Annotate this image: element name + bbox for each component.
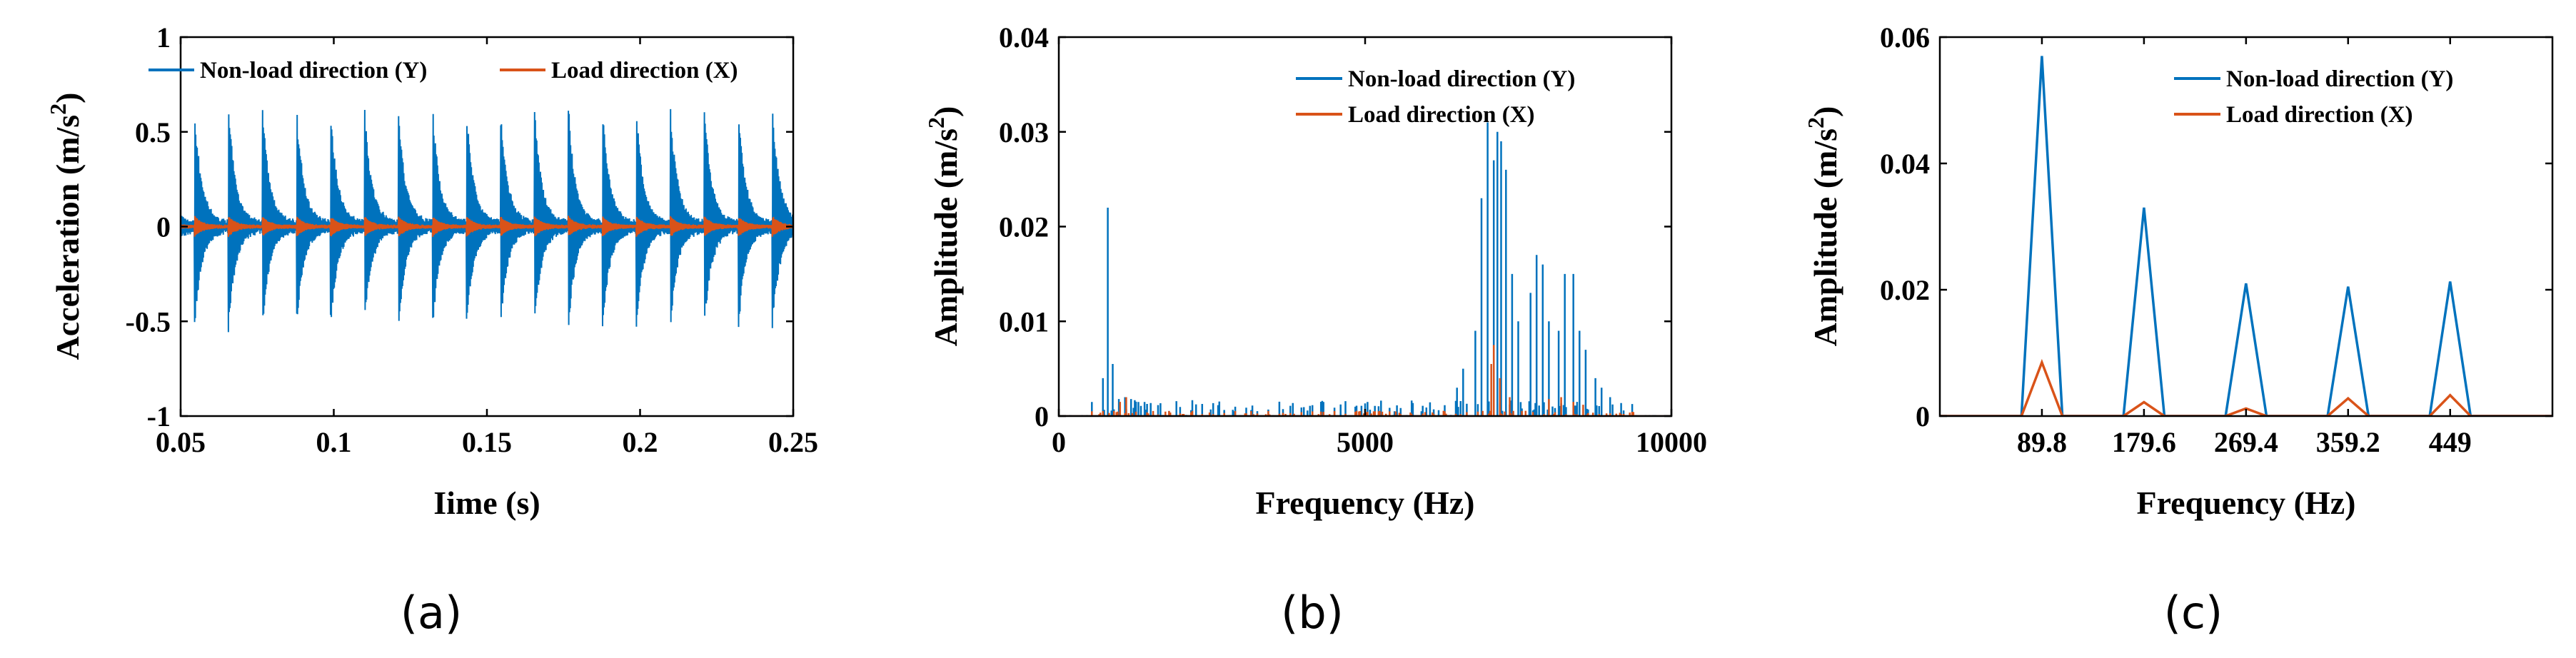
x-tick-label: 179.6 xyxy=(2112,426,2176,458)
y-tick-label: -1 xyxy=(147,400,171,432)
y-tick-label: 0.02 xyxy=(999,211,1049,243)
series-non-load-direction-y xyxy=(1059,122,1671,416)
legend-label-y-c: Non-load direction (Y) xyxy=(2226,66,2453,92)
y-axis-label-a: Acceleration (m/s2) xyxy=(45,93,86,360)
legend-label-y-b: Non-load direction (Y) xyxy=(1348,66,1575,92)
axes-box-c xyxy=(1938,36,2554,417)
chart-panel-b: 0 5000 10000 0 0.01 0.02 0.03 0.04 Frequency (H… xyxy=(923,21,1707,639)
x-tick-label: 0.25 xyxy=(768,426,818,458)
x-tick-label: 269.4 xyxy=(2214,426,2278,458)
x-tick-label: 0 xyxy=(1052,426,1066,458)
y-axis-label-c: Amplitude (m/s2) xyxy=(1803,106,1843,347)
y-tick-label: 0.04 xyxy=(999,21,1049,54)
series-non-load-direction-y xyxy=(1940,56,2552,416)
chart-panel-c: 89.8 179.6 269.4 359.2 449 0 0.02 0.04 0.06 Freq… xyxy=(1803,21,2554,639)
caption-b: (b) xyxy=(1281,587,1344,639)
legend-label-x-b: Load direction (X) xyxy=(1348,102,1535,128)
y-axis-label-b: Amplitude (m/s2) xyxy=(923,106,964,347)
x-axis-label-c: Frequency (Hz) xyxy=(2136,485,2355,521)
x-tick-label: 359.2 xyxy=(2316,426,2380,458)
y-tick-label: 1 xyxy=(156,21,171,54)
legend-c: Non-load direction (Y) Load direction (X… xyxy=(2174,66,2453,128)
series-load-direction-x xyxy=(181,216,793,237)
y-tick-label: -0.5 xyxy=(126,305,171,338)
series-non-load-direction-y xyxy=(181,108,793,333)
plot-area-b xyxy=(1059,122,1671,416)
axes-box-a xyxy=(179,36,795,417)
legend-label-x-c: Load direction (X) xyxy=(2226,102,2413,128)
caption-c: (c) xyxy=(2164,587,2223,639)
y-tick-label: 0.06 xyxy=(1880,21,1930,54)
x-tick-label: 0.2 xyxy=(623,426,658,458)
series-load-direction-x xyxy=(1940,358,2552,416)
legend-label-x-a: Load direction (X) xyxy=(551,58,738,83)
plot-area-a xyxy=(181,108,793,333)
legend-a: Non-load direction (Y) Load direction (X… xyxy=(149,58,738,83)
y-tick-label: 0.02 xyxy=(1880,274,1930,306)
y-tick-label: 0.5 xyxy=(135,116,171,148)
x-tick-label: 0.1 xyxy=(316,426,352,458)
x-tick-label: 0.15 xyxy=(462,426,512,458)
legend-b: Non-load direction (Y) Load direction (X… xyxy=(1296,66,1575,128)
axes-box-b xyxy=(1057,36,1673,417)
y-tick-label: 0 xyxy=(1035,400,1049,432)
caption-a: (a) xyxy=(401,587,462,639)
x-axis-label-a: Iime (s) xyxy=(433,485,540,521)
y-tick-label: 0 xyxy=(156,211,171,243)
x-tick-label: 0.05 xyxy=(156,426,206,458)
x-tick-label: 5000 xyxy=(1337,426,1394,458)
y-tick-label: 0.03 xyxy=(999,116,1049,148)
y-tick-label: 0 xyxy=(1916,400,1930,432)
x-tick-label: 449 xyxy=(2429,426,2472,458)
y-tick-label: 0.04 xyxy=(1880,148,1930,180)
x-axis-label-b: Frequency (Hz) xyxy=(1255,485,1474,521)
x-tick-label: 89.8 xyxy=(2017,426,2067,458)
x-tick-label: 10000 xyxy=(1636,426,1707,458)
y-tick-label: 0.01 xyxy=(999,305,1049,338)
chart-panel-a: 0.05 0.1 0.15 0.2 0.25 -1 -0.5 0 0.5 1 Iime (s) A… xyxy=(45,21,818,639)
legend-label-y-a: Non-load direction (Y) xyxy=(200,58,427,83)
plot-area-c xyxy=(1940,56,2552,416)
